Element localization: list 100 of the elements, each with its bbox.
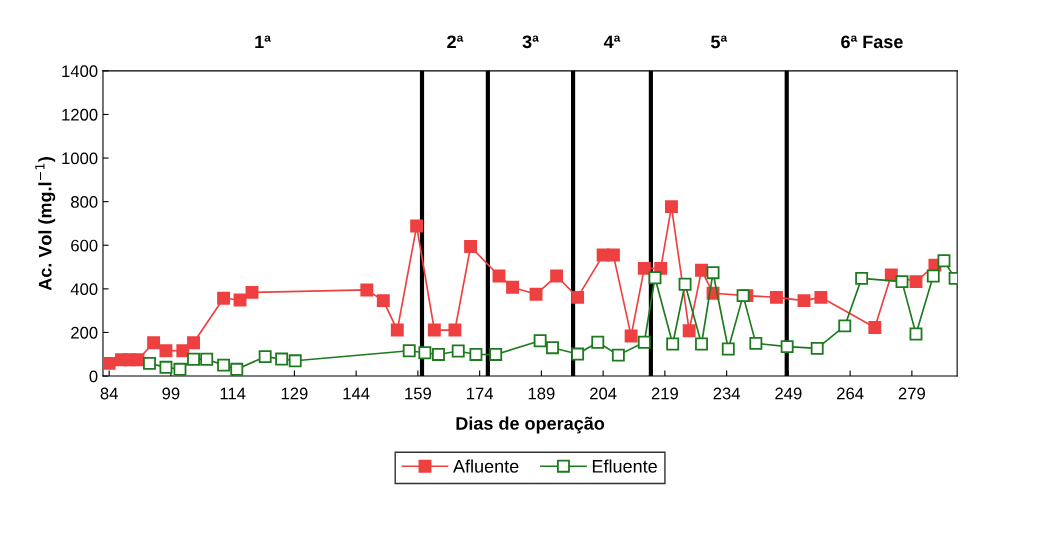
legend-label: Efluente — [592, 459, 657, 473]
x-tick-label: 84 — [100, 387, 118, 400]
point — [606, 248, 620, 262]
point — [529, 287, 543, 301]
x-tick-label: 99 — [162, 387, 180, 400]
point — [838, 319, 852, 333]
point — [176, 344, 190, 358]
x-tick-label: 129 — [281, 387, 308, 400]
point — [360, 283, 374, 297]
point — [937, 254, 951, 268]
x-tick-label: 189 — [528, 387, 555, 400]
text: 2ª — [447, 35, 464, 49]
point — [448, 323, 462, 337]
point — [571, 290, 585, 304]
point — [217, 291, 231, 305]
point — [591, 335, 605, 349]
point — [571, 347, 585, 361]
point — [814, 290, 828, 304]
point — [258, 350, 272, 364]
point — [418, 346, 432, 360]
point — [187, 336, 200, 350]
point — [143, 356, 156, 370]
point — [895, 275, 909, 289]
point — [187, 352, 200, 366]
point — [666, 337, 680, 351]
point — [402, 344, 416, 358]
point — [550, 269, 564, 283]
point — [810, 341, 824, 355]
text: 6ª Fase — [841, 35, 903, 49]
point — [780, 340, 794, 354]
point — [131, 353, 145, 367]
x-tick-label: 204 — [590, 387, 617, 400]
x-tick-label: 114 — [220, 387, 246, 400]
point — [678, 277, 692, 291]
point — [706, 266, 720, 280]
x-tick-label: 249 — [775, 387, 802, 400]
text: 4ª — [603, 35, 621, 49]
y-axis-title: Ac. Vol (mg.l$^{−1}$) — [35, 157, 56, 291]
point — [721, 342, 735, 356]
y-tick-label: 800 — [71, 196, 98, 208]
point — [147, 336, 161, 350]
point — [749, 336, 763, 350]
x-tick-label: 174 — [467, 387, 494, 400]
x-tick-label: 144 — [343, 387, 370, 400]
point — [230, 362, 244, 376]
text: 3ª — [522, 35, 539, 49]
point — [275, 352, 289, 366]
point — [233, 293, 247, 307]
y-tick-label: 0 — [89, 370, 98, 383]
y-tick-label: 200 — [71, 326, 98, 339]
point — [410, 219, 424, 233]
point — [217, 358, 231, 372]
x-tick-label: 219 — [651, 387, 678, 400]
point — [926, 269, 940, 283]
point — [546, 341, 559, 355]
point — [159, 360, 173, 374]
point — [506, 280, 520, 294]
point — [624, 329, 638, 343]
y-tick-label: 400 — [70, 283, 98, 296]
text: 5ª — [711, 35, 728, 49]
y-tick-label: 600 — [71, 239, 98, 252]
point — [648, 271, 662, 285]
point — [102, 356, 116, 370]
point — [489, 348, 503, 361]
point — [427, 323, 441, 337]
point — [637, 261, 651, 275]
point — [736, 289, 750, 303]
point — [288, 354, 302, 368]
x-tick-label: 159 — [405, 387, 431, 400]
legend-label: Afluente — [453, 459, 519, 473]
point — [200, 352, 214, 366]
point — [695, 263, 708, 277]
x-tick-label: 234 — [713, 387, 741, 400]
point — [769, 290, 783, 304]
point — [665, 200, 678, 214]
point — [469, 348, 483, 361]
point — [432, 348, 445, 361]
point — [695, 337, 708, 351]
point — [376, 294, 390, 308]
point — [637, 335, 651, 349]
point — [855, 271, 869, 285]
point — [159, 344, 173, 358]
point — [797, 294, 811, 308]
point — [868, 320, 882, 334]
y-tick-label: 1400 — [62, 65, 98, 78]
point — [245, 285, 259, 299]
y-tick-label: 1000 — [62, 152, 98, 165]
text: 1ª — [255, 35, 271, 49]
x-tick-label: 264 — [837, 387, 864, 400]
point — [464, 240, 478, 254]
x-tick-label: 279 — [898, 387, 925, 400]
point — [682, 324, 696, 338]
point — [390, 323, 404, 337]
point — [611, 348, 625, 362]
point — [451, 344, 465, 358]
point — [173, 362, 187, 376]
point — [909, 275, 923, 289]
y-tick-label: 1200 — [62, 108, 98, 121]
point — [533, 334, 547, 348]
x-axis-title: Dias de operação — [456, 416, 605, 434]
